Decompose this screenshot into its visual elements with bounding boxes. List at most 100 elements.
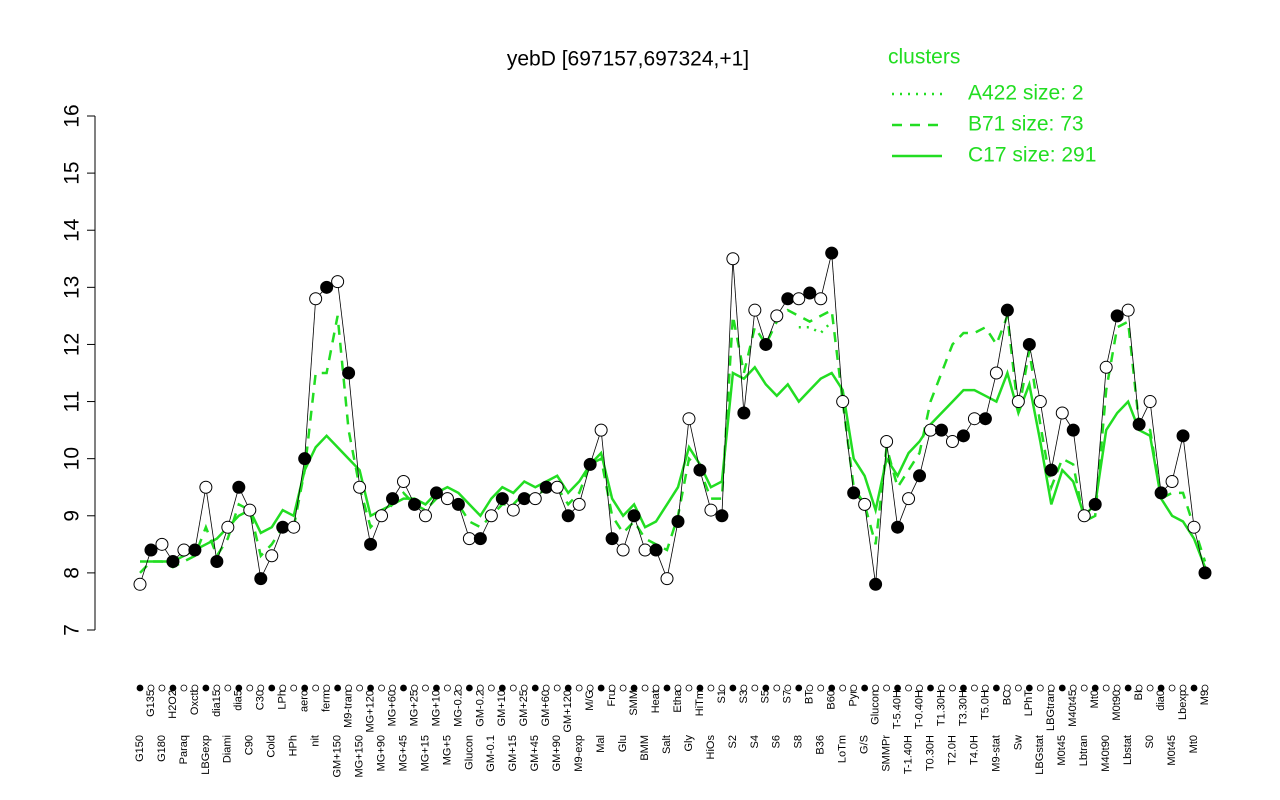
- x-tick-label: T4.0H: [968, 735, 980, 765]
- category-marker: [1168, 684, 1176, 692]
- data-point: [232, 480, 246, 494]
- point-link: [1182, 435, 1195, 528]
- x-tick-label: Pyr: [848, 690, 860, 707]
- category-marker: [762, 684, 770, 692]
- x-tick-label: MG-0.2: [452, 690, 464, 727]
- x-tick-label: M0t90: [1111, 690, 1123, 721]
- category-marker: [433, 684, 440, 692]
- x-tick-label: Mal: [595, 735, 607, 753]
- data-point: [693, 463, 707, 477]
- data-point: [1022, 337, 1036, 351]
- point-link: [1028, 344, 1041, 402]
- point-link: [699, 469, 712, 511]
- category-marker: [861, 684, 869, 692]
- data-point: [342, 366, 356, 380]
- category-marker: [1135, 684, 1143, 692]
- x-tick-label: H2O2: [167, 690, 179, 719]
- data-point: [638, 543, 652, 557]
- point-link: [1149, 401, 1162, 493]
- x-tick-label: S7: [782, 690, 794, 703]
- category-marker: [1091, 684, 1099, 692]
- category-marker: [949, 684, 956, 692]
- data-point: [386, 492, 400, 506]
- category-marker: [169, 684, 177, 692]
- point-link: [304, 298, 317, 459]
- point-link: [919, 430, 931, 476]
- point-link: [831, 253, 844, 402]
- category-marker: [894, 684, 901, 692]
- x-tick-label: Mt0: [1188, 735, 1200, 753]
- category-marker: [147, 684, 155, 692]
- y-tick-label: 8: [61, 567, 84, 579]
- category-marker: [356, 684, 363, 692]
- category-marker: [641, 684, 649, 692]
- data-point: [440, 492, 454, 506]
- x-tick-label: nit: [310, 735, 322, 747]
- category-marker: [586, 684, 594, 692]
- data-point: [1176, 429, 1190, 443]
- x-tick-label: BI: [1133, 690, 1145, 700]
- data-point: [660, 572, 674, 586]
- legend-title: clusters: [888, 46, 960, 69]
- category-marker: [982, 684, 989, 692]
- category-marker: [927, 684, 934, 692]
- y-tick-label: 11: [61, 391, 84, 413]
- legend-label: B71 size: 73: [968, 113, 1084, 136]
- category-marker: [597, 684, 605, 692]
- x-tick-label: M0t45: [1166, 735, 1178, 766]
- data-point: [506, 503, 520, 517]
- data-point: [1066, 423, 1080, 437]
- point-link: [205, 487, 218, 562]
- point-link: [359, 487, 371, 545]
- data-point: [825, 246, 839, 260]
- category-marker: [455, 684, 462, 692]
- category-marker: [422, 684, 429, 692]
- category-marker: [1102, 684, 1110, 692]
- point-link: [1094, 367, 1107, 505]
- data-point: [989, 366, 1003, 380]
- x-tick-label: GM+45: [529, 735, 541, 771]
- x-tick-label: SMM: [628, 690, 640, 716]
- x-tick-label: GM+150: [332, 735, 344, 778]
- data-point: [869, 577, 883, 591]
- category-marker: [938, 684, 945, 692]
- point-link: [1039, 401, 1052, 471]
- data-point: [1121, 303, 1135, 317]
- category-marker: [1190, 684, 1198, 692]
- category-marker: [971, 684, 978, 692]
- data-point: [748, 303, 762, 317]
- category-marker: [1157, 684, 1165, 692]
- x-tick-label: T2.0H: [946, 735, 958, 765]
- data-point: [924, 423, 938, 437]
- data-point: [166, 554, 180, 568]
- y-tick-label: 13: [61, 276, 84, 299]
- data-point: [891, 520, 905, 534]
- point-link: [1050, 412, 1063, 471]
- y-tick-label: 14: [61, 218, 84, 242]
- y-tick-label: 16: [61, 104, 84, 127]
- point-link: [721, 258, 734, 516]
- data-point: [934, 423, 948, 437]
- x-tick-label: MG+45: [397, 735, 409, 771]
- point-link: [886, 441, 898, 528]
- x-tick-label: GM-0.2: [474, 690, 486, 727]
- cluster-line: [139, 308, 1207, 574]
- category-marker: [389, 684, 396, 692]
- data-point: [1011, 395, 1025, 409]
- category-marker: [1113, 684, 1121, 692]
- category-marker: [960, 684, 967, 692]
- category-marker: [905, 684, 912, 692]
- x-tick-label: ferm: [321, 690, 333, 712]
- x-tick-label: MG+15: [419, 735, 431, 771]
- category-marker: [191, 684, 199, 692]
- cluster-line: [140, 365, 1207, 568]
- data-point: [254, 572, 268, 586]
- point-link: [732, 258, 745, 414]
- legend-label: C17 size: 291: [968, 144, 1096, 167]
- category-marker: [498, 684, 506, 692]
- data-point: [451, 497, 465, 511]
- x-tick-label: LBGstat: [1034, 735, 1046, 775]
- x-tick-label: aero: [299, 690, 311, 712]
- data-point: [353, 480, 367, 494]
- x-tick-label: LoTm: [837, 735, 849, 763]
